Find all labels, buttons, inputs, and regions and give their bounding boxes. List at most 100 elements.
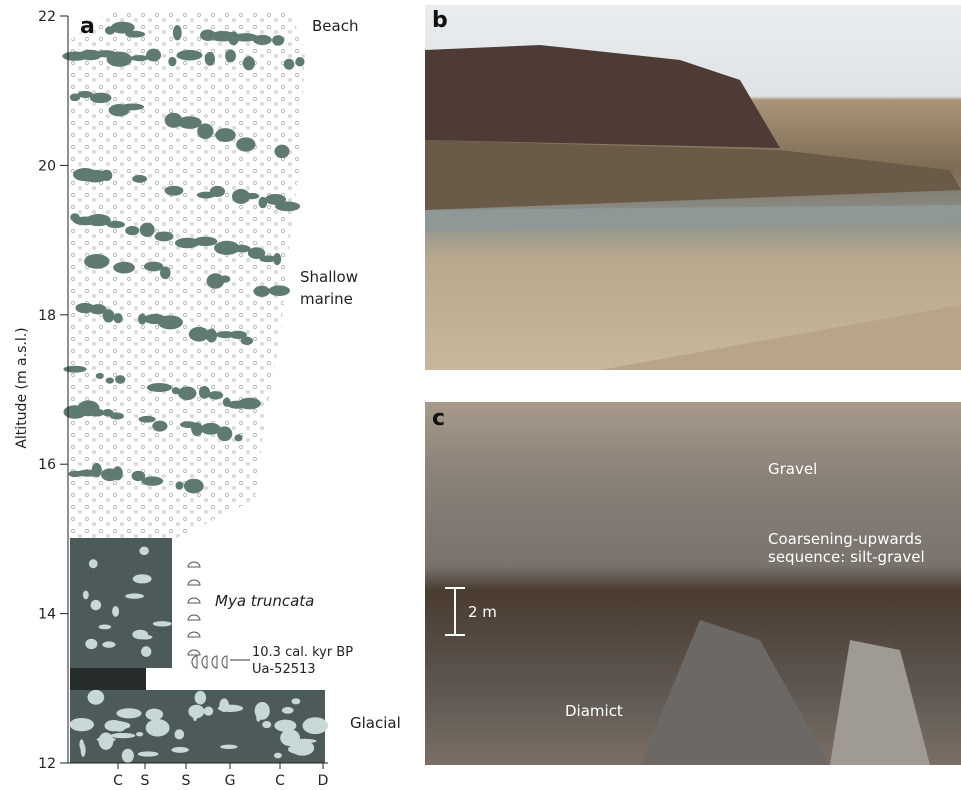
clast: [290, 740, 315, 756]
clast: [125, 225, 140, 236]
clast: [86, 213, 111, 227]
clast: [152, 621, 172, 627]
clast: [193, 236, 218, 247]
clast: [110, 732, 136, 739]
y-tick-label: 20: [38, 158, 56, 174]
clast: [197, 123, 214, 140]
clast: [254, 701, 270, 720]
silt-unit: [70, 538, 172, 668]
clast: [120, 103, 145, 111]
clast: [137, 751, 159, 757]
clast: [205, 328, 218, 343]
foreground: [600, 305, 961, 370]
clast: [238, 397, 261, 410]
clast: [109, 412, 124, 420]
clast: [219, 275, 231, 283]
clast: [209, 185, 226, 198]
lab-label: Ua-52513: [252, 662, 316, 677]
clast: [113, 261, 135, 274]
shell: [187, 597, 201, 604]
y-tick-label: 22: [38, 9, 56, 25]
clast: [264, 193, 287, 205]
clast: [80, 743, 86, 757]
clast: [172, 25, 182, 41]
clast: [102, 641, 116, 648]
clast: [188, 704, 205, 719]
clast: [77, 90, 93, 98]
clast: [141, 476, 164, 486]
clast: [102, 309, 115, 323]
cliff: [425, 140, 961, 210]
clast: [157, 315, 183, 330]
clast: [252, 34, 272, 45]
clast: [132, 574, 152, 584]
clast: [98, 732, 114, 750]
clast: [143, 261, 164, 272]
clast: [130, 54, 149, 62]
log: [62, 12, 329, 763]
y-axis-title: Altitude (m a.s.l.): [14, 327, 30, 449]
clast: [247, 247, 266, 259]
clast: [116, 708, 142, 719]
gully: [640, 620, 830, 765]
clast: [87, 689, 105, 705]
clast: [291, 698, 301, 705]
shell: [187, 561, 201, 568]
clast: [139, 222, 155, 237]
clast: [139, 546, 149, 556]
clast: [104, 719, 123, 732]
clast: [198, 385, 211, 399]
clast: [302, 717, 329, 735]
clast: [91, 462, 102, 478]
clast: [69, 717, 94, 732]
photo-label: Diamict: [565, 702, 623, 720]
clast: [236, 137, 256, 152]
photo-c: [425, 402, 961, 765]
clast: [132, 629, 149, 640]
clast: [164, 185, 184, 196]
clast: [112, 606, 120, 617]
clast: [283, 58, 295, 70]
dark-layer: [70, 668, 146, 690]
clast: [272, 35, 285, 46]
clast: [231, 188, 250, 204]
clast: [183, 478, 204, 494]
clast: [174, 729, 185, 740]
clast: [131, 470, 146, 482]
clast: [75, 302, 95, 314]
clast: [171, 746, 189, 753]
hill: [425, 45, 780, 148]
shell: [201, 655, 208, 669]
clast: [240, 336, 254, 345]
unit-label: Shallow marine: [300, 268, 359, 308]
scale-label: 2 m: [468, 603, 497, 621]
clast: [137, 313, 147, 325]
clast: [145, 719, 170, 737]
gravel-unit: [70, 12, 305, 540]
unit-label: Beach: [312, 17, 359, 35]
clast: [106, 220, 126, 229]
clast: [194, 690, 207, 705]
clast: [233, 33, 258, 42]
clast: [225, 49, 236, 63]
clast: [295, 56, 305, 67]
clast: [242, 56, 255, 71]
unit-label: Glacial: [350, 714, 401, 732]
clast: [89, 92, 112, 104]
clast: [229, 330, 247, 340]
x-tick-label: G: [225, 773, 236, 789]
clast: [146, 382, 172, 393]
shell: [187, 631, 201, 638]
clast: [154, 231, 174, 242]
y-tick-label: 16: [38, 457, 56, 473]
clast: [160, 266, 171, 280]
clast: [188, 326, 210, 342]
clast: [138, 415, 156, 423]
gully: [830, 640, 930, 765]
y-tick-label: 12: [38, 756, 56, 772]
clast: [95, 372, 104, 380]
x-tick-label: S: [182, 773, 191, 789]
clast: [90, 599, 102, 611]
clast: [177, 386, 197, 401]
